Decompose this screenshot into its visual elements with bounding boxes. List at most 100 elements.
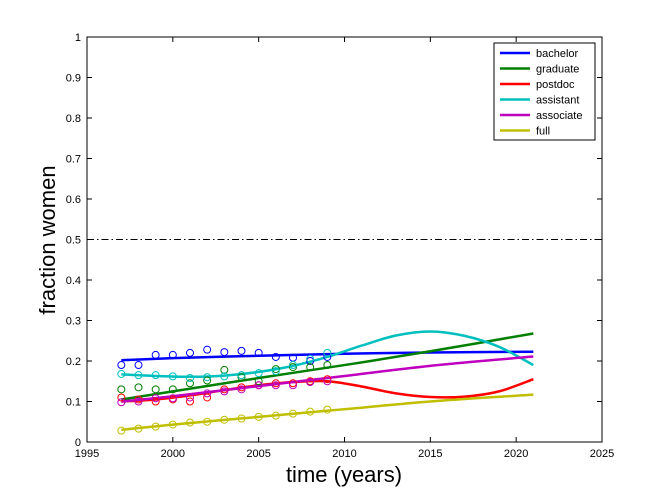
data-point-bachelor — [220, 348, 229, 357]
data-point-full — [117, 426, 126, 435]
data-point-bachelor — [134, 361, 143, 370]
x-tick-label: 2000 — [161, 448, 185, 460]
data-point-bachelor — [203, 345, 212, 354]
data-point-bachelor — [271, 352, 280, 361]
data-point-graduate — [254, 377, 263, 386]
y-tick-label: 0.6 — [66, 194, 81, 206]
data-point-bachelor — [151, 350, 160, 359]
data-point-associate — [117, 398, 126, 407]
data-point-full — [168, 420, 177, 429]
x-tick-label: 2010 — [332, 448, 356, 460]
series-line-full — [121, 393, 534, 432]
data-point-postdoc — [151, 397, 160, 406]
legend: bachelor graduate postdoc assistant associat… — [493, 42, 596, 141]
data-point-associate — [168, 394, 177, 403]
data-point-assistant — [289, 361, 297, 370]
data-point-bachelor — [168, 350, 177, 359]
y-tick-label: 0 — [75, 437, 81, 449]
data-point-postdoc — [271, 379, 280, 388]
data-point-associate — [271, 381, 280, 390]
data-point-assistant — [306, 354, 315, 363]
legend-label-assistant: assistant — [536, 95, 579, 107]
data-point-assistant — [203, 373, 212, 382]
data-point-postdoc — [323, 375, 332, 384]
axis-ticks-layer: 1995 2000 2005 2010 2015 2020 2025 0 0.1 0.2 0.3 0.… — [66, 32, 615, 460]
legend-box — [493, 42, 596, 141]
series-line-assistant — [121, 330, 534, 379]
data-point-associate — [151, 394, 160, 403]
data-point-assistant — [254, 369, 263, 378]
legend-label-associate: associate — [536, 110, 582, 122]
data-point-full — [271, 411, 280, 420]
data-point-full — [254, 412, 263, 421]
data-point-bachelor — [323, 352, 332, 361]
data-point-associate — [203, 389, 212, 398]
data-point-graduate — [117, 385, 126, 394]
data-point-postdoc — [220, 385, 229, 394]
data-point-bachelor — [237, 346, 246, 355]
y-tick-label: 0.2 — [66, 356, 81, 368]
y-tick-label: 0.7 — [66, 154, 81, 166]
series-line-graduate — [121, 332, 534, 401]
y-tick-label: 0.5 — [66, 235, 81, 247]
data-point-postdoc — [117, 393, 126, 402]
data-point-assistant — [186, 374, 194, 383]
data-point-assistant — [271, 367, 280, 376]
legend-label-graduate: graduate — [536, 64, 579, 76]
x-tick-label: 2015 — [418, 448, 442, 460]
data-point-bachelor — [254, 348, 263, 357]
data-point-postdoc — [134, 395, 143, 404]
data-point-graduate — [151, 385, 160, 394]
data-point-graduate — [168, 385, 177, 394]
data-point-associate — [254, 381, 263, 390]
data-point-full — [134, 424, 143, 433]
data-point-full — [323, 405, 332, 414]
data-point-associate — [289, 381, 297, 390]
data-point-assistant — [151, 371, 160, 380]
y-tick-label: 0.9 — [66, 73, 81, 85]
data-point-full — [186, 418, 194, 427]
data-point-bachelor — [117, 361, 126, 370]
data-point-assistant — [168, 372, 177, 381]
data-point-assistant — [237, 371, 246, 380]
data-point-full — [237, 414, 246, 423]
data-point-postdoc — [289, 379, 297, 388]
data-point-full — [306, 407, 315, 416]
data-point-graduate — [323, 361, 332, 370]
x-axis-title: time (years) — [286, 462, 402, 487]
data-point-graduate — [289, 363, 297, 372]
data-point-associate — [237, 385, 246, 394]
data-point-assistant — [134, 371, 143, 380]
data-point-graduate — [237, 373, 246, 382]
observed-points-layer — [117, 345, 332, 435]
data-point-graduate — [306, 363, 315, 372]
y-tick-label: 0.4 — [66, 275, 81, 287]
data-point-assistant — [117, 369, 126, 378]
legend-label-bachelor: bachelor — [536, 48, 579, 60]
data-point-graduate — [271, 365, 280, 374]
data-point-assistant — [323, 348, 332, 357]
data-point-graduate — [220, 365, 229, 374]
legend-label-full: full — [536, 126, 550, 138]
data-point-associate — [306, 378, 315, 387]
x-tick-label: 2025 — [590, 448, 614, 460]
y-tick-label: 1 — [75, 32, 81, 44]
data-point-bachelor — [306, 357, 315, 365]
y-tick-label: 0.1 — [66, 397, 81, 409]
x-tick-label: 2020 — [504, 448, 528, 460]
x-tick-label: 1995 — [75, 448, 99, 460]
data-point-full — [203, 417, 212, 426]
data-point-associate — [134, 397, 143, 406]
data-point-bachelor — [186, 348, 194, 357]
legend-label-postdoc: postdoc — [536, 79, 575, 91]
data-point-full — [289, 409, 297, 418]
data-point-associate — [323, 377, 332, 386]
data-point-associate — [186, 393, 194, 402]
data-point-assistant — [220, 372, 229, 381]
x-tick-label: 2005 — [246, 448, 270, 460]
y-tick-label: 0.8 — [66, 113, 81, 125]
data-point-full — [151, 422, 160, 431]
data-point-graduate — [203, 376, 212, 385]
